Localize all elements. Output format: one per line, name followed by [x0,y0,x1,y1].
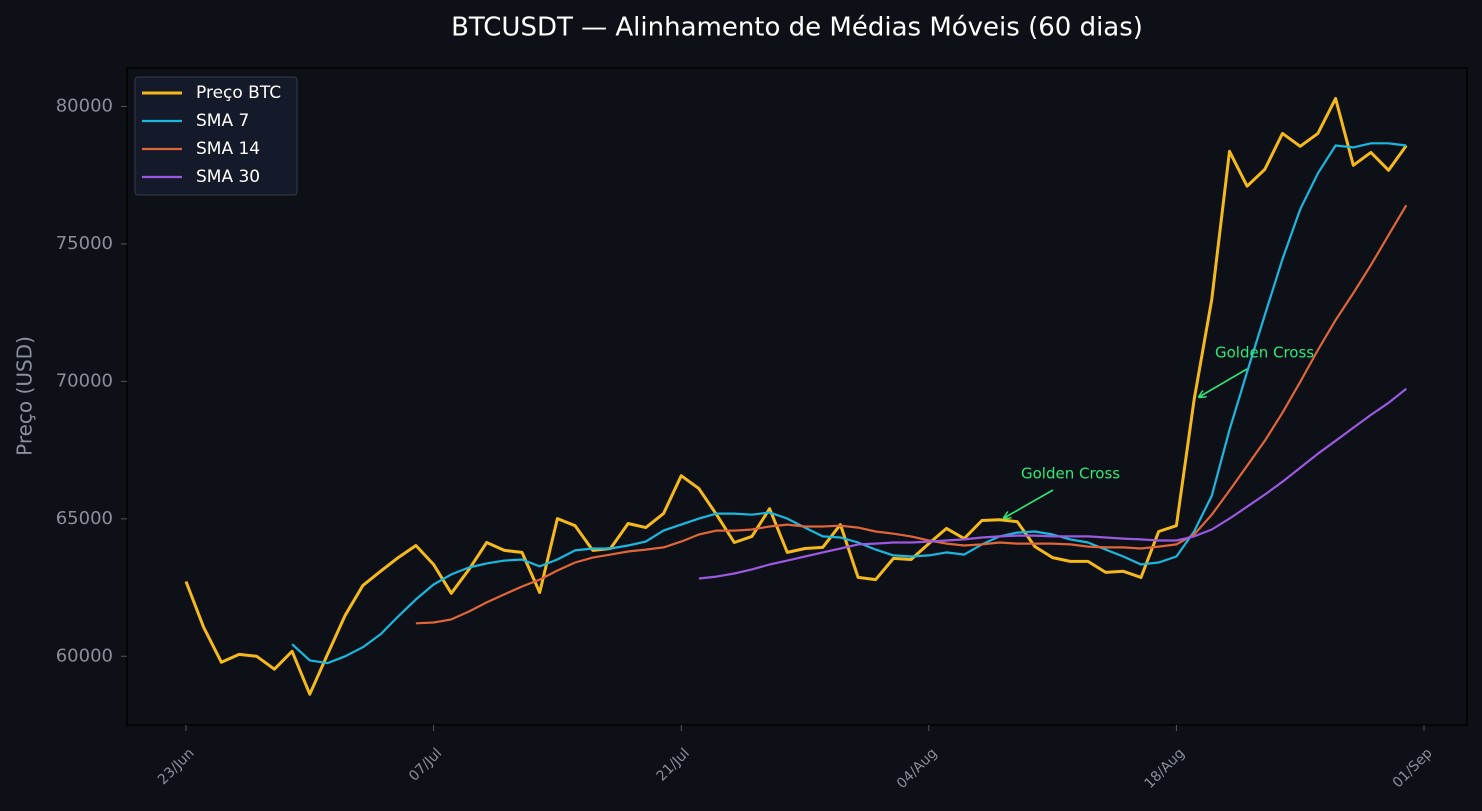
legend-label: Preço BTC [196,83,281,103]
annotation-arrow [1199,368,1248,397]
annotation-arrow [1004,489,1054,518]
series-line [698,387,1407,580]
y-tick-label: 75000 [56,233,113,254]
y-tick-label: 70000 [56,370,113,391]
legend-label: SMA 7 [196,111,249,131]
legend-label: SMA 30 [196,167,260,187]
y-tick-label: 60000 [56,645,113,666]
y-axis-label: Preço (USD) [13,336,37,456]
series-line [291,142,1407,665]
annotation: Golden Cross [1021,465,1120,483]
legend-box [134,76,298,196]
series-line [415,204,1408,625]
annotation: Golden Cross [1215,344,1314,362]
chart-title: BTCUSDT — Alinhamento de Médias Móveis (… [451,13,1143,43]
y-tick-label: 65000 [56,508,113,529]
legend-label: SMA 14 [196,139,260,159]
y-tick-label: 80000 [56,95,113,116]
series-line [184,97,1408,696]
